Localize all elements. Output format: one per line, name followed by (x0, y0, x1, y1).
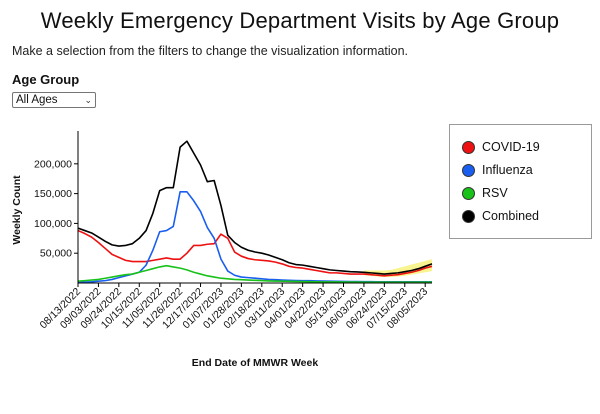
y-tick-label: 200,000 (34, 158, 72, 170)
page-title: Weekly Emergency Department Visits by Ag… (40, 8, 560, 33)
x-axis-title: End Date of MMWR Week (192, 357, 319, 369)
legend-item-influenza[interactable]: Influenza (462, 162, 533, 178)
series-layer (77, 140, 433, 284)
band-layer (363, 259, 432, 278)
series-line-rsv (77, 264, 432, 284)
series-line-combined (77, 140, 433, 275)
projection-band (363, 259, 432, 278)
series-line-influenza (77, 191, 432, 284)
legend-label-combined: Combined (482, 209, 539, 223)
legend-swatch-influenza (462, 163, 475, 177)
chevron-down-icon: ⌄ (84, 95, 92, 105)
chart-legend: COVID-19 Influenza RSV Combined (449, 124, 592, 239)
legend-item-rsv[interactable]: RSV (462, 185, 508, 201)
y-tick-label: 50,000 (40, 248, 72, 260)
legend-swatch-rsv (462, 186, 475, 200)
y-tick-label: 150,000 (34, 188, 72, 200)
legend-label-influenza: Influenza (482, 163, 533, 177)
legend-swatch-combined (462, 209, 475, 223)
age-group-label: Age Group (12, 72, 80, 87)
page-subtitle: Make a selection from the filters to cha… (12, 44, 409, 58)
age-group-selected-value: All Ages (16, 94, 58, 106)
age-group-select[interactable]: All Ages ⌄ (12, 92, 96, 108)
legend-swatch-covid (462, 140, 475, 154)
legend-label-covid: COVID-19 (482, 140, 540, 154)
series-line-covid-19 (77, 229, 433, 277)
legend-item-combined[interactable]: Combined (462, 208, 539, 224)
legend-item-covid[interactable]: COVID-19 (462, 139, 540, 155)
legend-label-rsv: RSV (482, 186, 508, 200)
axes-layer: 50,000100,000150,000200,00008/13/202209/… (11, 131, 432, 369)
y-tick-label: 100,000 (34, 218, 72, 230)
y-axis-title: Weekly Count (11, 175, 23, 245)
